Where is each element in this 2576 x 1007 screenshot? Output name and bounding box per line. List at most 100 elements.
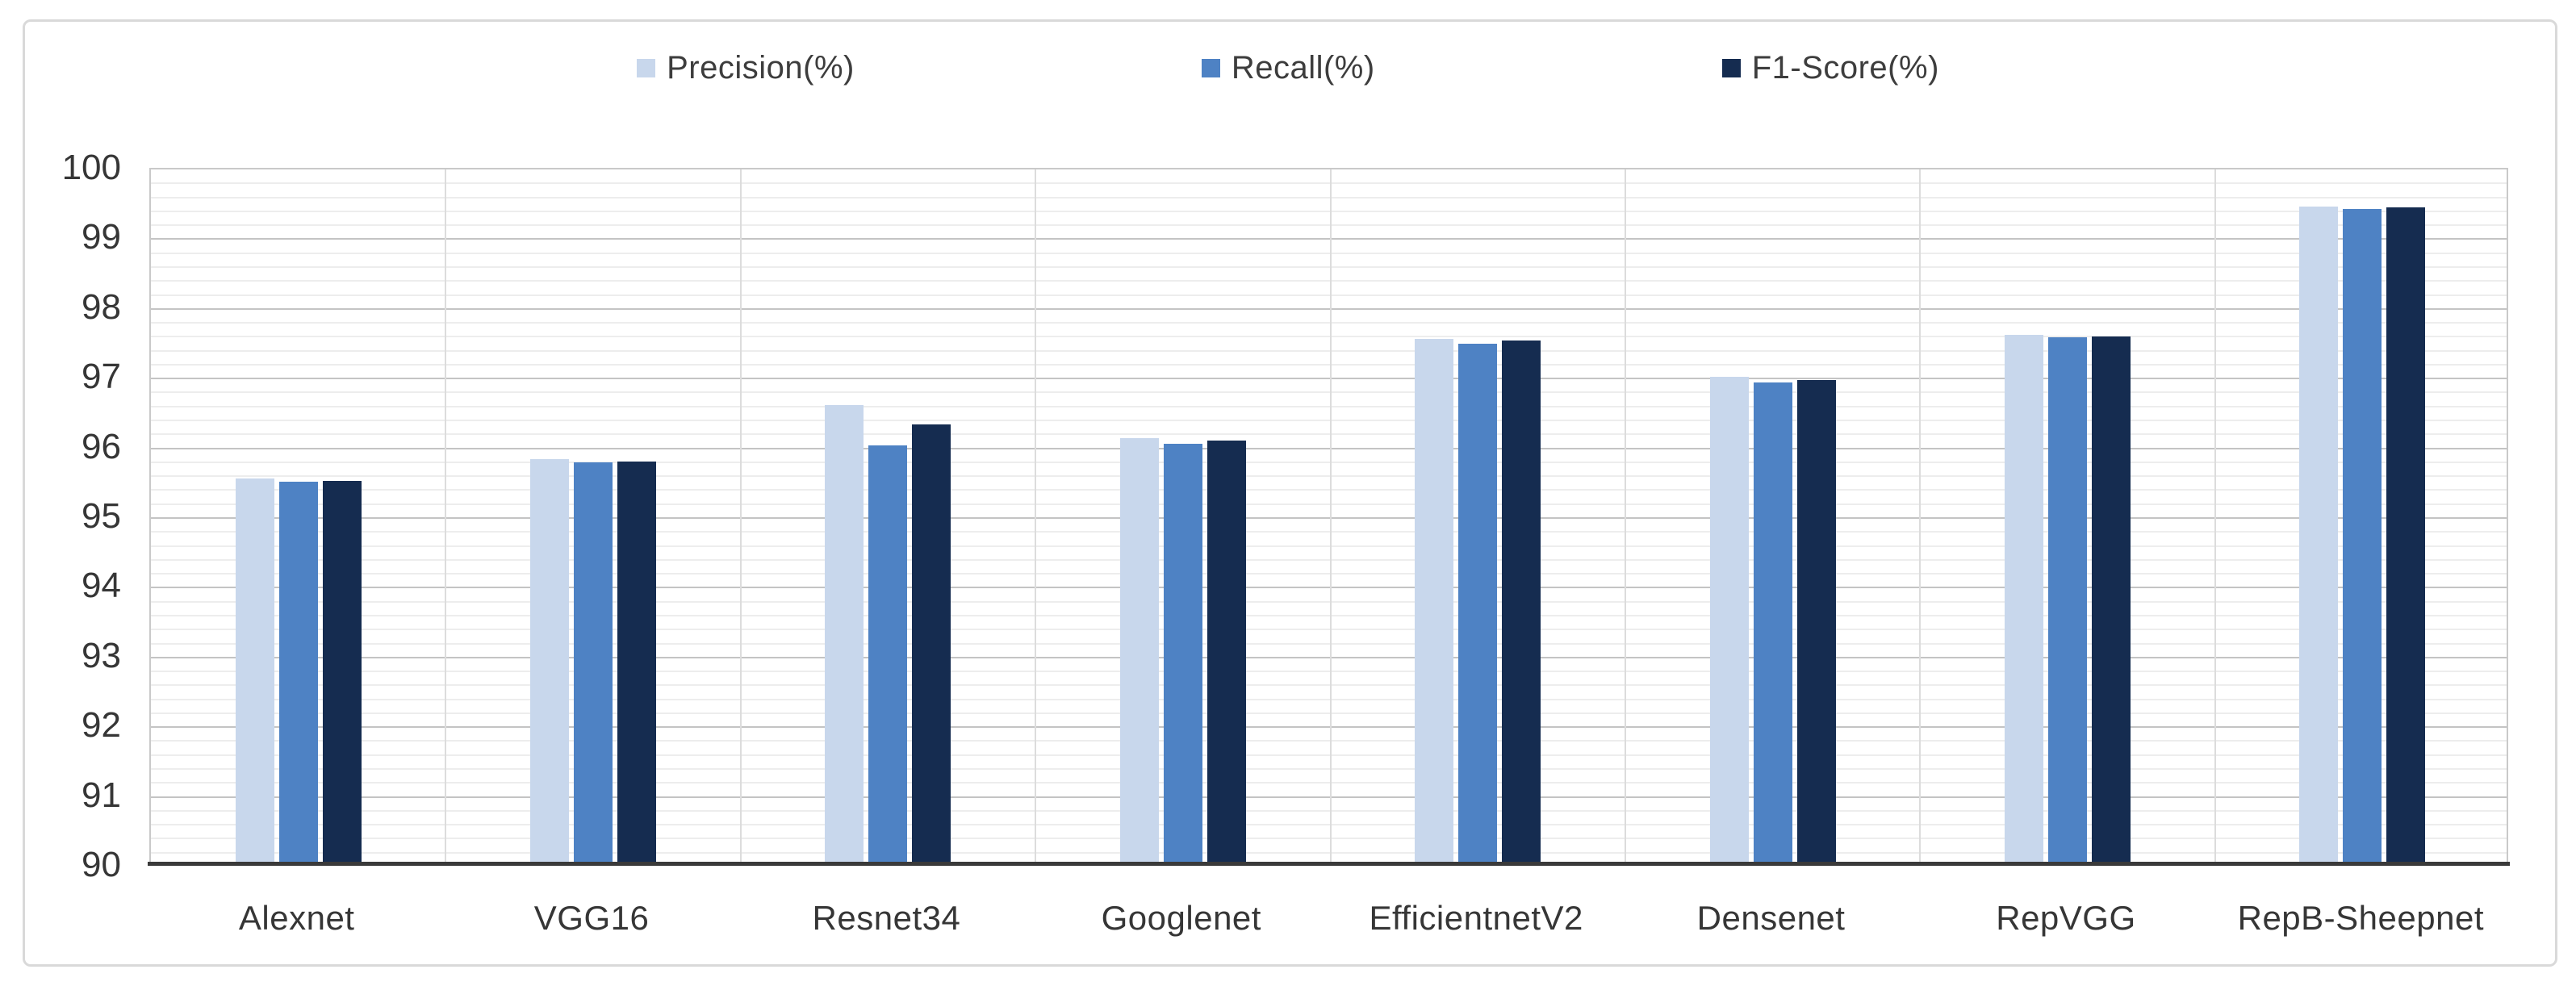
y-tick-label-100: 100 — [61, 148, 121, 187]
major-gridline — [151, 378, 2507, 380]
minor-gridline — [151, 461, 2507, 463]
minor-gridline — [151, 712, 2507, 714]
minor-gridline — [151, 433, 2507, 436]
x-category-label-resnet34: Resnet34 — [812, 899, 961, 937]
bar-f1-score-efficientnetv2 — [1502, 341, 1541, 865]
bar-recall-efficientnetv2 — [1458, 343, 1498, 865]
minor-gridline — [151, 698, 2507, 700]
category-separator-gridline — [739, 169, 742, 865]
bar-precision-resnet34 — [825, 404, 864, 865]
minor-gridline — [151, 336, 2507, 338]
plot-area — [149, 168, 2508, 865]
y-tick-label-95: 95 — [82, 496, 121, 536]
minor-gridline — [151, 614, 2507, 616]
y-tick-label-92: 92 — [82, 705, 121, 746]
bar-f1-score-alexnet — [322, 480, 362, 865]
y-tick-label-97: 97 — [82, 357, 121, 397]
x-category-label-googlenet: Googlenet — [1101, 899, 1261, 937]
bar-precision-repb-sheepnet — [2299, 206, 2339, 865]
y-tick-label-98: 98 — [82, 286, 121, 327]
x-category-label-repb-sheepnet: RepB-Sheepnet — [2237, 899, 2484, 937]
bar-recall-resnet34 — [868, 445, 908, 865]
minor-gridline — [151, 558, 2507, 561]
bar-f1-score-densenet — [1796, 379, 1836, 865]
bar-recall-repb-sheepnet — [2343, 208, 2382, 865]
minor-gridline — [151, 182, 2507, 185]
minor-gridline — [151, 349, 2507, 352]
bar-f1-score-repb-sheepnet — [2386, 207, 2426, 865]
x-category-label-efficientnetv2: EfficientnetV2 — [1369, 899, 1583, 937]
minor-gridline — [151, 210, 2507, 212]
major-gridline — [151, 447, 2507, 449]
minor-gridline — [151, 280, 2507, 282]
bar-precision-repvgg — [2004, 335, 2043, 865]
major-gridline — [151, 517, 2507, 519]
bar-recall-densenet — [1753, 382, 1792, 865]
bar-f1-score-googlenet — [1206, 440, 1246, 865]
minor-gridline — [151, 294, 2507, 296]
minor-gridline — [151, 809, 2507, 812]
bar-recall-repvgg — [2047, 336, 2087, 865]
bar-precision-efficientnetv2 — [1415, 338, 1454, 865]
minor-gridline — [151, 196, 2507, 198]
x-category-label-repvgg: RepVGG — [1996, 899, 2136, 937]
x-axis-line — [148, 862, 2510, 866]
bar-f1-score-repvgg — [2091, 336, 2131, 865]
category-separator-gridline — [1919, 169, 1922, 865]
minor-gridline — [151, 503, 2507, 505]
bar-precision-googlenet — [1119, 438, 1159, 865]
minor-gridline — [151, 489, 2507, 491]
minor-gridline — [151, 740, 2507, 742]
minor-gridline — [151, 754, 2507, 756]
major-gridline — [151, 587, 2507, 589]
category-separator-gridline — [445, 169, 447, 865]
minor-gridline — [151, 391, 2507, 394]
minor-gridline — [151, 600, 2507, 603]
minor-gridline — [151, 851, 2507, 854]
y-tick-label-91: 91 — [82, 775, 121, 815]
minor-gridline — [151, 363, 2507, 366]
major-gridline — [151, 796, 2507, 798]
minor-gridline — [151, 671, 2507, 673]
minor-gridline — [151, 768, 2507, 771]
minor-gridline — [151, 252, 2507, 254]
minor-gridline — [151, 782, 2507, 784]
minor-gridline — [151, 573, 2507, 575]
minor-gridline — [151, 322, 2507, 324]
minor-gridline — [151, 265, 2507, 268]
category-separator-gridline — [2214, 169, 2216, 865]
bar-recall-vgg16 — [574, 462, 613, 865]
minor-gridline — [151, 838, 2507, 840]
category-separator-gridline — [1624, 169, 1626, 865]
bar-f1-score-resnet34 — [912, 424, 951, 865]
minor-gridline — [151, 684, 2507, 687]
x-category-label-vgg16: VGG16 — [533, 899, 650, 937]
major-gridline — [151, 238, 2507, 240]
major-gridline — [151, 307, 2507, 310]
y-tick-label-90: 90 — [82, 845, 121, 884]
x-category-label-densenet: Densenet — [1696, 899, 1846, 937]
minor-gridline — [151, 405, 2507, 407]
y-tick-label-93: 93 — [82, 635, 121, 675]
bar-recall-alexnet — [278, 481, 318, 865]
major-gridline — [151, 656, 2507, 658]
minor-gridline — [151, 475, 2507, 478]
bar-precision-vgg16 — [530, 459, 570, 865]
minor-gridline — [151, 545, 2507, 547]
minor-gridline — [151, 420, 2507, 422]
minor-gridline — [151, 224, 2507, 227]
bar-precision-alexnet — [235, 478, 274, 865]
minor-gridline — [151, 642, 2507, 645]
y-tick-label-94: 94 — [82, 566, 121, 606]
category-separator-gridline — [1329, 169, 1332, 865]
bar-precision-densenet — [1709, 377, 1749, 865]
major-gridline — [151, 726, 2507, 729]
bar-f1-score-vgg16 — [617, 461, 657, 865]
category-separator-gridline — [1035, 169, 1037, 865]
y-tick-label-96: 96 — [82, 426, 121, 466]
bar-recall-googlenet — [1163, 444, 1202, 865]
y-tick-label-99: 99 — [82, 217, 121, 257]
minor-gridline — [151, 531, 2507, 533]
minor-gridline — [151, 629, 2507, 631]
